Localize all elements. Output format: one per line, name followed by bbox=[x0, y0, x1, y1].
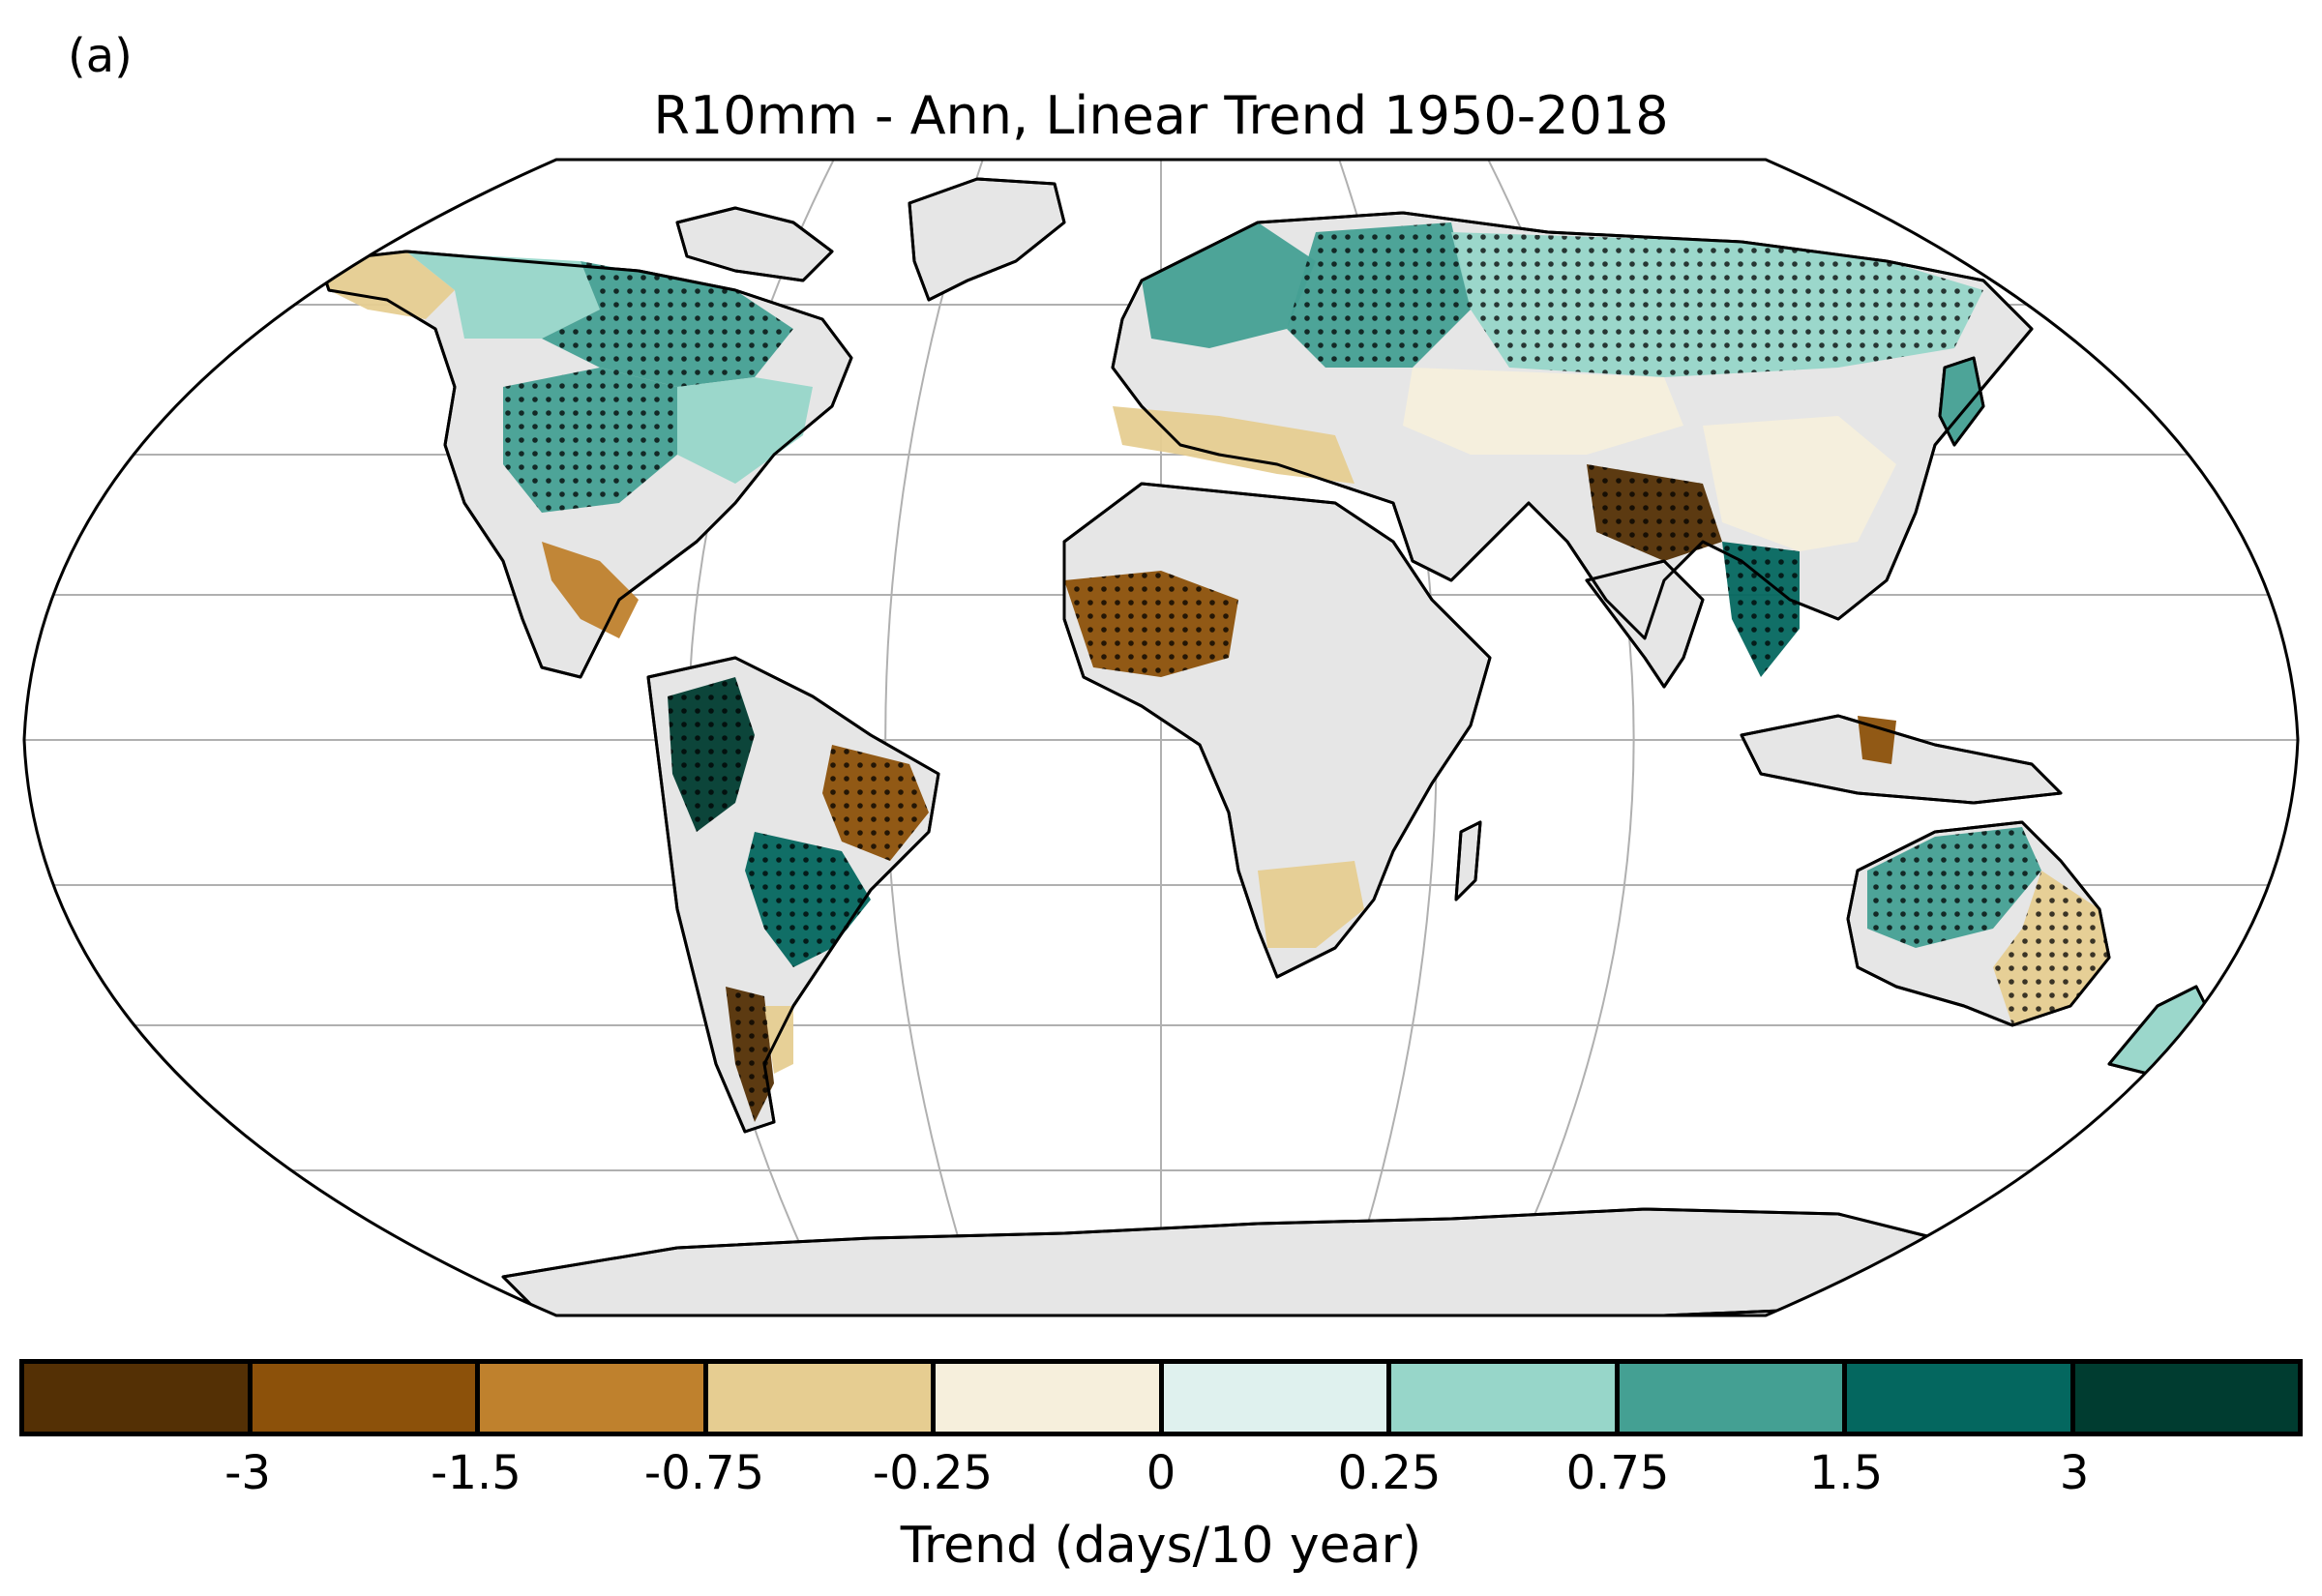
coastline bbox=[646, 656, 940, 1134]
colorbar-tick: 0.75 bbox=[1565, 1446, 1670, 1500]
colorbar-tick: -0.75 bbox=[643, 1446, 765, 1500]
stipple-region bbox=[668, 677, 755, 832]
stipple-region bbox=[542, 261, 793, 387]
trend-region bbox=[1142, 222, 1316, 348]
trend-region bbox=[677, 377, 813, 484]
coastline bbox=[1846, 820, 2111, 1027]
coastline bbox=[675, 206, 834, 282]
trend-region bbox=[542, 542, 639, 638]
colorbar-tick: 0.25 bbox=[1337, 1446, 1442, 1500]
coastline bbox=[1585, 559, 1705, 689]
map-title: R10mm - Ann, Linear Trend 1950-2018 bbox=[653, 85, 1669, 146]
coastline bbox=[501, 1207, 1937, 1315]
colorbar-swatch-6 bbox=[1391, 1364, 1620, 1432]
coastline bbox=[1111, 211, 2034, 640]
colorbar-tick: -0.25 bbox=[872, 1446, 994, 1500]
stipple-region bbox=[1722, 542, 1800, 677]
stipple-region bbox=[503, 368, 677, 513]
stipple-region bbox=[1993, 871, 2109, 1025]
trend-region bbox=[1858, 716, 1896, 764]
colorbar-swatch-5 bbox=[1163, 1364, 1391, 1432]
stipple-region bbox=[1287, 222, 1471, 368]
colorbar-swatch-1 bbox=[252, 1364, 480, 1432]
trend-region bbox=[1940, 358, 1983, 445]
colorbar-tick: -1.5 bbox=[431, 1446, 521, 1500]
trend-region bbox=[1258, 861, 1364, 948]
coastline bbox=[1454, 820, 1482, 901]
colorbar-tick: 0 bbox=[1146, 1446, 1176, 1500]
trend-region bbox=[319, 251, 455, 319]
colorbar bbox=[19, 1359, 2303, 1436]
significance-stippling bbox=[317, 177, 2218, 1315]
panel-label: (a) bbox=[68, 29, 133, 83]
stipple-region bbox=[745, 832, 871, 967]
stipple-region bbox=[1867, 827, 2041, 948]
colorbar-swatch-7 bbox=[1619, 1364, 1847, 1432]
trend-region bbox=[1403, 368, 1683, 455]
trend-region bbox=[1703, 416, 1896, 551]
colorbar-tick: 3 bbox=[2059, 1446, 2090, 1500]
coastline bbox=[1938, 356, 1985, 447]
colorbar-swatch-4 bbox=[936, 1364, 1164, 1432]
stipple-region bbox=[1064, 571, 1238, 677]
colorbar-swatch-9 bbox=[2074, 1364, 2298, 1432]
coastline bbox=[908, 177, 1066, 302]
trend-region bbox=[406, 251, 600, 339]
coastline bbox=[1062, 482, 1492, 979]
stipple-region bbox=[822, 745, 929, 861]
colorbar-tick: 1.5 bbox=[1808, 1446, 1884, 1500]
colorbar-swatch-2 bbox=[480, 1364, 708, 1432]
colorbar-tick: -3 bbox=[224, 1446, 271, 1500]
map-border bbox=[22, 158, 2300, 1317]
colorbar-swatch-0 bbox=[24, 1364, 253, 1432]
world-map bbox=[22, 158, 2300, 1317]
coastline bbox=[1740, 714, 2063, 805]
colorbar-swatch-8 bbox=[1847, 1364, 2075, 1432]
stipple-region bbox=[1587, 464, 1722, 561]
colorbar-label: Trend (days/10 year) bbox=[900, 1517, 1422, 1575]
coastline bbox=[317, 250, 853, 679]
trend-region bbox=[1113, 406, 1354, 484]
stipple-region bbox=[1451, 232, 1983, 377]
stipple-region bbox=[726, 987, 774, 1122]
colorbar-swatch-3 bbox=[707, 1364, 936, 1432]
trend-region bbox=[2109, 987, 2216, 1074]
